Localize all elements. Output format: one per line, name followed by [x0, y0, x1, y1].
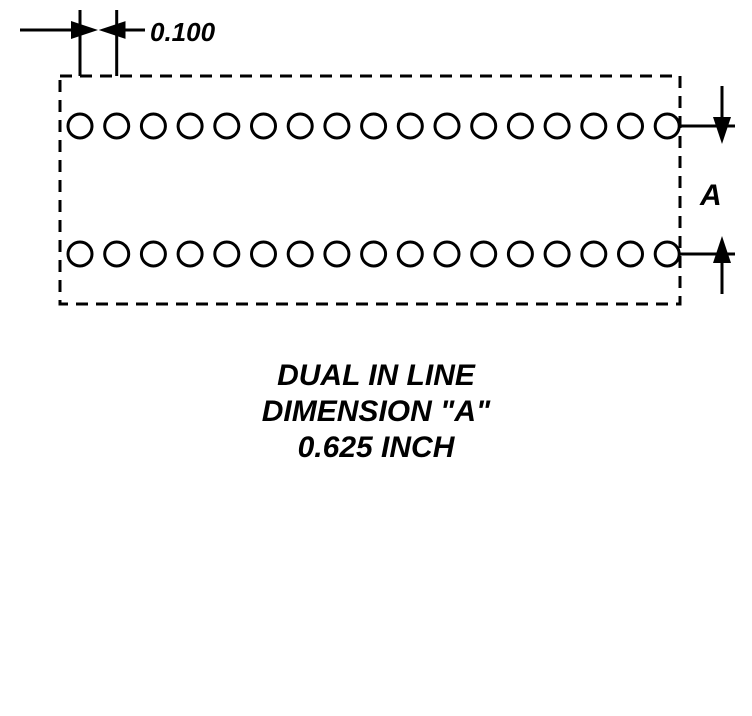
pin [655, 114, 679, 138]
pin [68, 242, 92, 266]
caption: DUAL IN LINEDIMENSION "A"0.625 INCH [0, 358, 752, 466]
pin [508, 114, 532, 138]
pin [105, 114, 129, 138]
pin [582, 242, 606, 266]
pin [472, 114, 496, 138]
pin [545, 114, 569, 138]
package-outline [60, 76, 680, 304]
pin [398, 114, 422, 138]
pitch-dimension-label: 0.100 [150, 17, 215, 48]
pin [325, 242, 349, 266]
pin [582, 114, 606, 138]
pin [141, 114, 165, 138]
pin [545, 242, 569, 266]
pin [325, 114, 349, 138]
pin [215, 242, 239, 266]
pin [362, 242, 386, 266]
pin [252, 114, 276, 138]
pin [619, 114, 643, 138]
pin [435, 242, 459, 266]
pin [362, 114, 386, 138]
pin [288, 242, 312, 266]
pin [178, 114, 202, 138]
pin [508, 242, 532, 266]
pin [252, 242, 276, 266]
pin [619, 242, 643, 266]
pin [141, 242, 165, 266]
pin [398, 242, 422, 266]
pin [288, 114, 312, 138]
pin [178, 242, 202, 266]
a-dimension-label: A [700, 179, 722, 213]
pin [435, 114, 459, 138]
pin [215, 114, 239, 138]
pin [655, 242, 679, 266]
pin [105, 242, 129, 266]
pin [68, 114, 92, 138]
pin [472, 242, 496, 266]
